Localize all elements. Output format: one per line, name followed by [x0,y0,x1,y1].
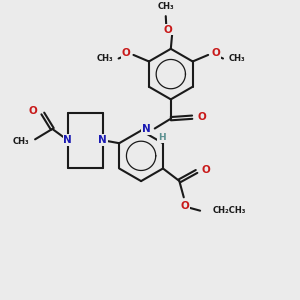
Text: CH₃: CH₃ [158,2,174,11]
Text: O: O [211,48,220,59]
Text: O: O [201,165,210,175]
Text: N: N [142,124,150,134]
Text: O: O [29,106,38,116]
Text: O: O [164,25,173,34]
Text: O: O [198,112,206,122]
Text: O: O [122,48,130,59]
Text: N: N [63,135,72,145]
Text: CH₃: CH₃ [97,54,113,63]
Text: H: H [158,133,165,142]
Text: CH₃: CH₃ [228,54,245,63]
Text: CH₂CH₃: CH₂CH₃ [213,206,246,214]
Text: O: O [180,201,189,211]
Text: N: N [98,135,107,145]
Text: CH₃: CH₃ [13,137,30,146]
